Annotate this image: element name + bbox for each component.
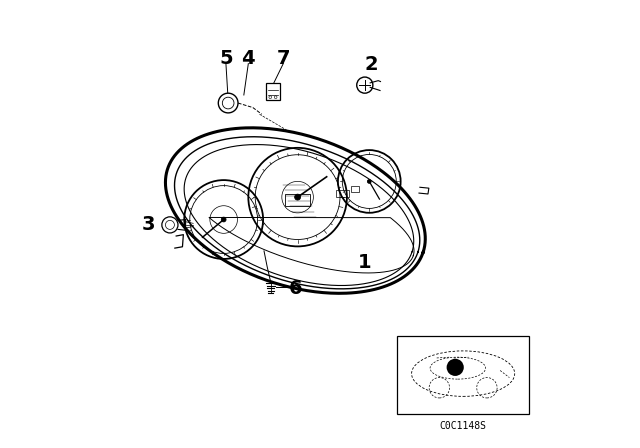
Circle shape — [221, 217, 226, 222]
Text: 7: 7 — [276, 49, 290, 68]
Circle shape — [367, 180, 371, 183]
Text: 3: 3 — [142, 215, 156, 233]
Circle shape — [294, 194, 301, 200]
Text: 6: 6 — [289, 280, 302, 298]
Text: 2: 2 — [365, 56, 378, 74]
Bar — [397, 336, 529, 414]
Text: 5: 5 — [219, 49, 233, 68]
Text: C0C1148S: C0C1148S — [440, 422, 487, 431]
Bar — [351, 186, 360, 192]
Text: 1: 1 — [358, 253, 372, 271]
Bar — [266, 83, 280, 100]
Text: 4: 4 — [241, 49, 255, 68]
Bar — [285, 194, 310, 206]
Circle shape — [447, 359, 464, 376]
Bar — [336, 190, 349, 197]
